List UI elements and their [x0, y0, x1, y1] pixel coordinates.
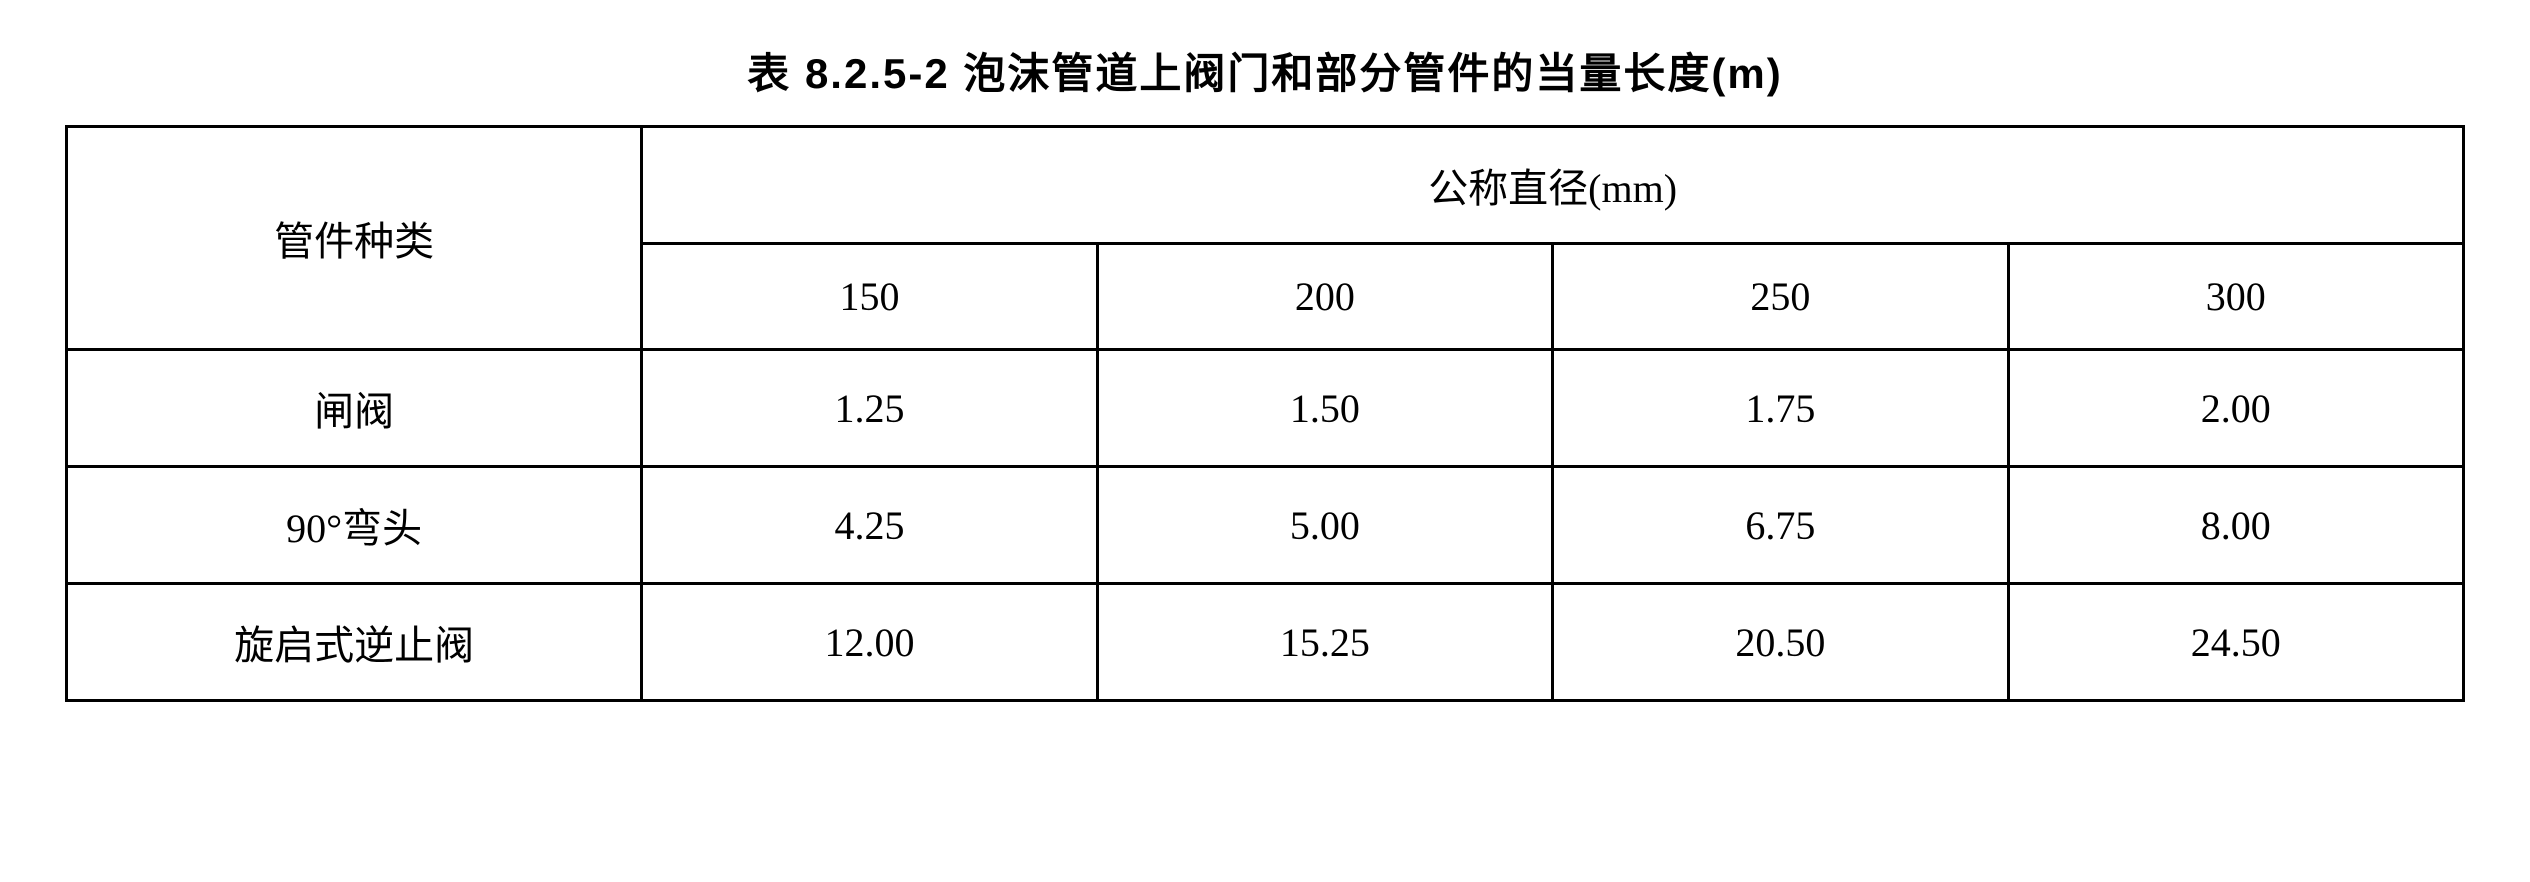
header-col-3: 300	[2008, 244, 2463, 350]
cell: 20.50	[1553, 584, 2008, 701]
cell: 15.25	[1097, 584, 1552, 701]
row-label: 90°弯头	[67, 467, 642, 584]
cell: 24.50	[2008, 584, 2463, 701]
equivalent-length-table: 管件种类 公称直径(mm) 150 200 250 300 闸阀 1.25 1.…	[65, 125, 2465, 702]
cell: 6.75	[1553, 467, 2008, 584]
cell: 4.25	[642, 467, 1097, 584]
cell: 1.25	[642, 350, 1097, 467]
table-header-row-1: 管件种类 公称直径(mm)	[67, 127, 2464, 244]
row-label: 旋启式逆止阀	[67, 584, 642, 701]
table-row: 90°弯头 4.25 5.00 6.75 8.00	[67, 467, 2464, 584]
header-col-0: 150	[642, 244, 1097, 350]
cell: 1.50	[1097, 350, 1552, 467]
header-group-label: 公称直径(mm)	[642, 127, 2464, 244]
row-label: 闸阀	[67, 350, 642, 467]
cell: 1.75	[1553, 350, 2008, 467]
header-col-1: 200	[1097, 244, 1552, 350]
header-row-label: 管件种类	[67, 127, 642, 350]
table-row: 旋启式逆止阀 12.00 15.25 20.50 24.50	[67, 584, 2464, 701]
cell: 2.00	[2008, 350, 2463, 467]
table-row: 闸阀 1.25 1.50 1.75 2.00	[67, 350, 2464, 467]
cell: 5.00	[1097, 467, 1552, 584]
table-caption: 表 8.2.5-2 泡沫管道上阀门和部分管件的当量长度(m)	[747, 40, 1782, 101]
header-col-2: 250	[1553, 244, 2008, 350]
cell: 12.00	[642, 584, 1097, 701]
cell: 8.00	[2008, 467, 2463, 584]
